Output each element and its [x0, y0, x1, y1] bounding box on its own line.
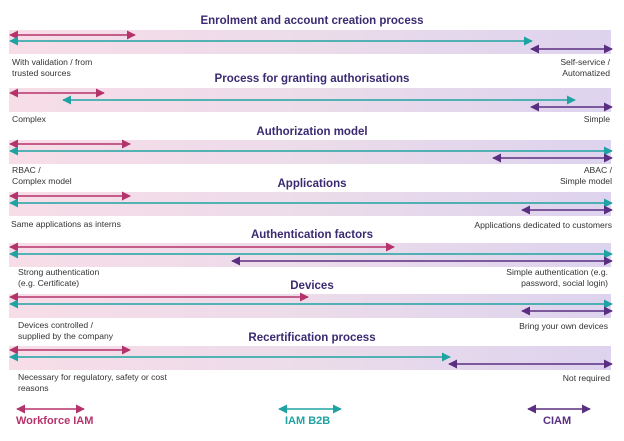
- left-label: Necessary for regulatory, safety or cost…: [18, 372, 167, 393]
- left-label: Devices controlled / supplied by the com…: [18, 320, 114, 341]
- section-title: Applications: [277, 178, 347, 190]
- left-label: RBAC / Complex model: [12, 165, 72, 186]
- right-label: Bring your own devices: [519, 321, 608, 331]
- legend-iam-b2b-label: IAM B2B: [285, 415, 331, 427]
- section-title: Recertification process: [248, 332, 376, 344]
- right-label: Simple: [583, 114, 610, 124]
- section-title: Authentication factors: [250, 229, 374, 241]
- right-label: Not required: [562, 373, 610, 383]
- right-label: Self-service / Automatized: [560, 57, 610, 78]
- left-label: Strong authentication (e.g. Certificate): [18, 267, 100, 288]
- right-label: ABAC / Simple model: [559, 165, 612, 186]
- section-title: Process for granting authorisations: [214, 73, 410, 85]
- right-label: Simple authentication (e.g. password, so…: [506, 267, 608, 288]
- legend-workforce-iam-label: Workforce IAM: [16, 415, 94, 427]
- left-label: With validation / from trusted sources: [12, 57, 93, 78]
- right-label: Applications dedicated to customers: [474, 220, 612, 230]
- legend-ciam-label: CIAM: [543, 415, 572, 427]
- section-title: Devices: [290, 280, 334, 292]
- left-label: Same applications as interns: [11, 219, 121, 229]
- section-title: Enrolment and account creation process: [200, 15, 424, 27]
- section-title: Authorization model: [256, 126, 368, 138]
- left-label: Complex: [12, 114, 46, 124]
